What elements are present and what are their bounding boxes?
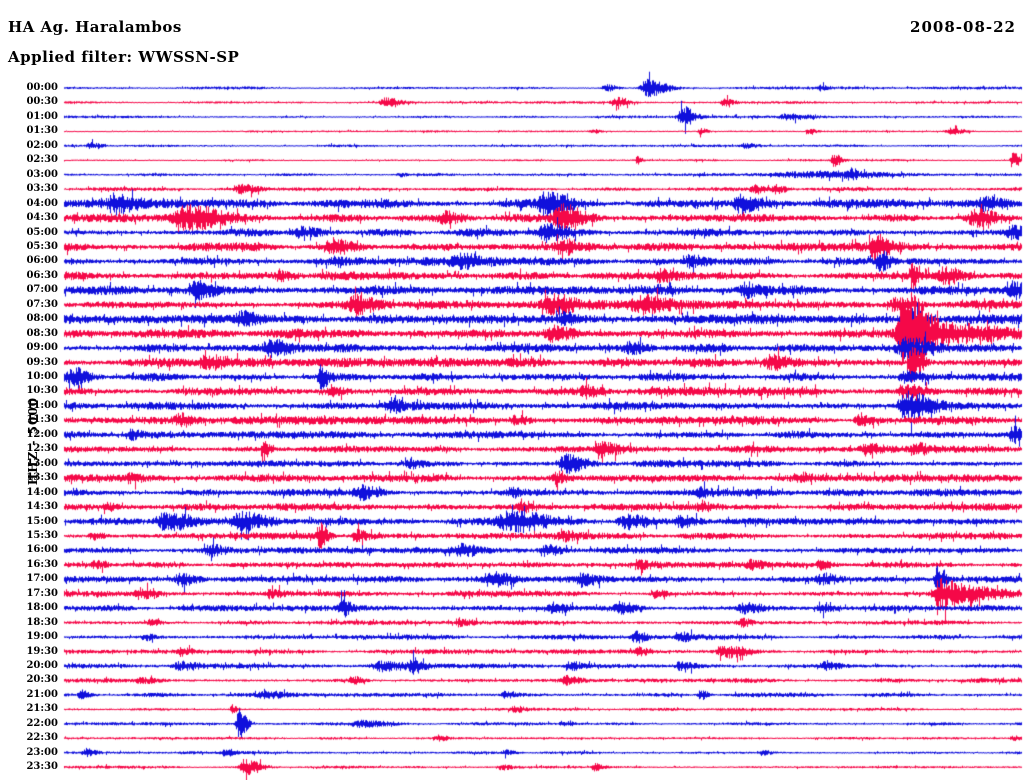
time-label: 20:00 <box>26 660 58 671</box>
time-label: 20:30 <box>26 674 58 686</box>
time-label: 03:00 <box>26 168 58 180</box>
time-label: 08:30 <box>26 327 58 339</box>
time-label: 02:00 <box>26 139 58 151</box>
time-label: 12:30 <box>26 443 58 455</box>
time-label: 15:30 <box>26 529 58 541</box>
time-label: 18:00 <box>26 602 58 614</box>
time-label: 06:30 <box>26 269 58 281</box>
time-label: 06:00 <box>26 255 58 267</box>
time-label: 21:00 <box>26 688 58 700</box>
time-label: 10:30 <box>26 385 58 397</box>
time-label: 13:00 <box>26 457 58 469</box>
time-label: 13:30 <box>26 472 58 484</box>
time-label: 09:00 <box>26 342 58 354</box>
time-label: 01:00 <box>26 110 58 122</box>
time-label: 04:30 <box>26 212 58 224</box>
time-label: 18:30 <box>26 616 58 628</box>
time-label: 19:30 <box>26 645 58 657</box>
time-label: 10:00 <box>26 371 58 382</box>
time-label: 05:30 <box>26 240 58 252</box>
time-label: 12:00 <box>26 428 58 440</box>
time-label: 17:00 <box>26 573 58 585</box>
time-label: 22:30 <box>26 732 58 744</box>
time-label: 16:30 <box>26 558 58 570</box>
time-label: 14:00 <box>26 486 58 498</box>
time-label: 19:00 <box>26 631 58 643</box>
time-label: 23:30 <box>26 761 58 773</box>
time-label: 07:30 <box>26 298 58 310</box>
time-label: 01:30 <box>26 125 58 137</box>
time-label: 00:30 <box>26 96 58 108</box>
time-label: 22:00 <box>26 717 58 729</box>
time-label: 04:00 <box>26 197 58 209</box>
time-label: 02:30 <box>26 154 58 166</box>
time-label: 14:30 <box>26 501 58 513</box>
time-label: 09:30 <box>26 356 58 368</box>
time-label: 15:00 <box>26 515 58 527</box>
time-label: 07:00 <box>26 284 58 296</box>
time-label: 16:00 <box>26 544 58 556</box>
time-label: 05:00 <box>26 226 58 238</box>
time-label: 08:00 <box>26 313 58 325</box>
time-label: 17:30 <box>26 587 58 599</box>
time-label: 03:30 <box>26 183 58 195</box>
time-label: 21:30 <box>26 703 58 715</box>
time-label: 11:00 <box>26 399 58 411</box>
time-label: 11:30 <box>26 414 58 426</box>
time-label: 00:00 <box>26 82 58 93</box>
time-label: 23:00 <box>26 746 58 758</box>
